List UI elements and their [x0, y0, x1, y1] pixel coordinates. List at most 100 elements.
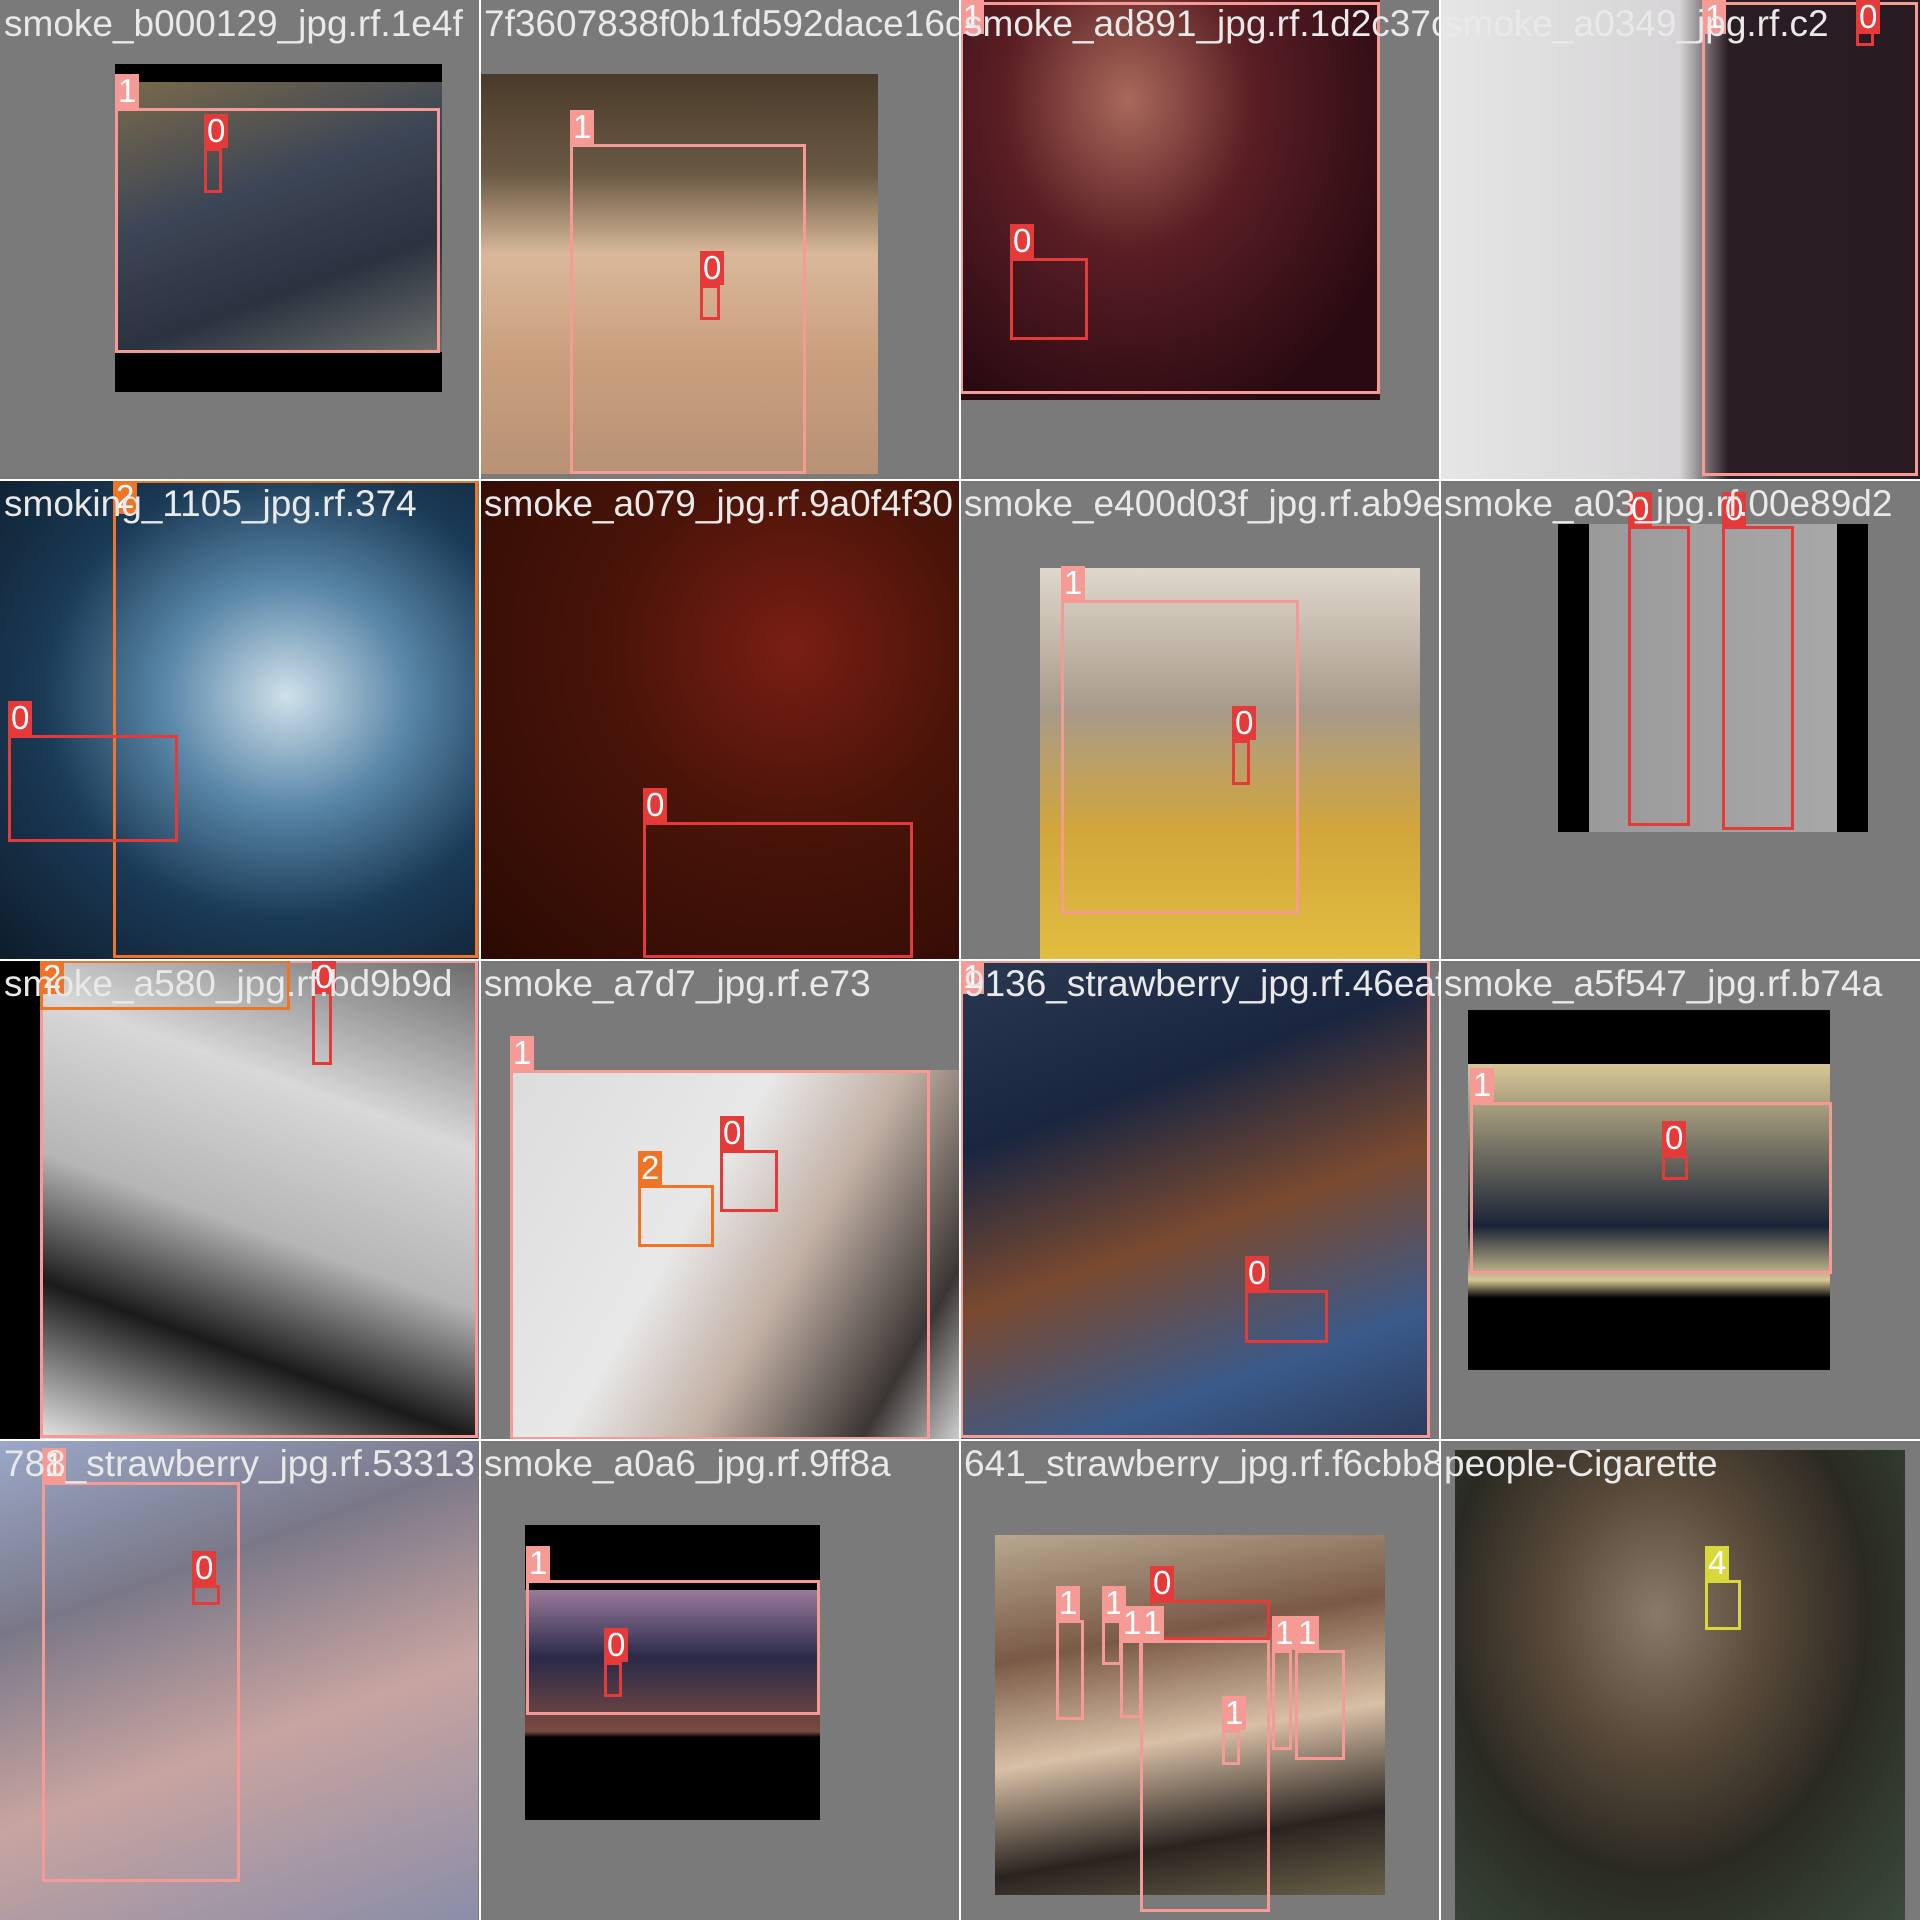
bbox-class-label: 0 [1856, 0, 1881, 34]
bounding-box [1272, 1650, 1292, 1750]
bbox-class-label: 1 [960, 960, 985, 994]
bbox-class-label: 1 [1222, 1696, 1247, 1730]
image-tile: 1 0 smoke_a5f547_jpg.rf.b74a [1440, 960, 1920, 1440]
bounding-box [40, 960, 478, 1438]
bounding-box [570, 144, 806, 474]
bbox-class-label: 1 [1295, 1616, 1320, 1650]
bbox-class-label: 0 [192, 1551, 217, 1585]
bounding-box [1010, 258, 1088, 340]
bbox-class-label: 1 [1061, 566, 1086, 600]
bbox-class-label: 1 [1120, 1606, 1145, 1640]
image-tile: 1 1 1 1 1 1 1 0 641_strawberry_jpg.rf.f6cbb8 [960, 1440, 1440, 1920]
bounding-box [113, 480, 478, 958]
grid-divider [0, 1439, 1920, 1441]
bounding-box [1702, 2, 1918, 476]
tile-filename-caption: smoke_a0a6_jpg.rf.9ff8a [484, 1443, 891, 1484]
bbox-class-label: 0 [1628, 492, 1653, 526]
bounding-box [312, 990, 332, 1065]
bbox-class-label: 1 [115, 74, 140, 108]
tile-photo [40, 960, 478, 1440]
bbox-class-label: 0 [604, 1628, 629, 1662]
bbox-class-label: 0 [312, 960, 337, 994]
bbox-class-label: 1 [1702, 0, 1727, 34]
image-tile: 1 0 9136_strawberry_jpg.rf.46eaf [960, 960, 1440, 1440]
tile-photo [115, 82, 442, 352]
bounding-box [1140, 1640, 1270, 1912]
tile-photo [1040, 568, 1420, 960]
tile-photo [1468, 1010, 1830, 1370]
letterbox-band [115, 64, 442, 82]
grid-divider [0, 959, 1920, 961]
tile-filename-caption: smoke_e400d03f_jpg.rf.ab9e [964, 483, 1440, 524]
image-tile: 1 0 smoke_a0a6_jpg.rf.9ff8a [480, 1440, 960, 1920]
tile-photo [1440, 0, 1920, 480]
bounding-box [1102, 1620, 1122, 1665]
bbox-class-label: 1 [570, 110, 595, 144]
letterbox-band [115, 352, 442, 392]
bounding-box [192, 1585, 220, 1605]
tile-filename-caption: smoke_a03_jpg.rf.00e89d2 [1444, 483, 1893, 524]
bbox-class-label: 4 [1705, 1546, 1730, 1580]
tile-photo [960, 0, 1380, 400]
tile-filename-caption: 641_strawberry_jpg.rf.f6cbb8 [964, 1443, 1440, 1484]
bbox-class-label: 0 [204, 114, 229, 148]
bounding-box [115, 108, 440, 353]
image-tile: 1 0 7f3607838f0b1fd592dace16d6 [480, 0, 960, 480]
bounding-box [1705, 1580, 1741, 1630]
bounding-box [42, 1482, 240, 1882]
image-tile: 1 0 smoke_a0349_jpg.rf.c2 [1440, 0, 1920, 480]
image-tile: 1 0 smoke_b000129_jpg.rf.1e4f [0, 0, 480, 480]
bbox-class-label: 1 [1056, 1586, 1081, 1620]
tile-photo [1558, 524, 1868, 832]
bbox-class-label: 0 [1722, 492, 1747, 526]
bbox-class-label: 1 [960, 0, 985, 34]
tile-photo [480, 480, 960, 960]
bounding-box [1470, 1102, 1832, 1274]
bounding-box [700, 285, 720, 320]
bounding-box [1722, 526, 1794, 830]
bounding-box [720, 1150, 778, 1212]
letterbox-band [0, 960, 40, 1440]
bbox-class-label: 1 [1470, 1068, 1495, 1102]
bounding-box [510, 1070, 930, 1440]
bounding-box [1245, 1290, 1328, 1343]
bounding-box [8, 735, 178, 842]
bbox-class-label: 0 [700, 251, 725, 285]
image-tile: 1 0 smoke_e400d03f_jpg.rf.ab9e [960, 480, 1440, 960]
bbox-class-label: 1 [1272, 1616, 1297, 1650]
bbox-class-label: 2 [40, 960, 65, 994]
bounding-box [1061, 600, 1299, 914]
tile-filename-caption: smoke_a5f547_jpg.rf.b74a [1444, 963, 1883, 1004]
bbox-class-label: 0 [720, 1116, 745, 1150]
bounding-box [526, 1580, 820, 1715]
bounding-box [643, 822, 913, 958]
tile-filename-caption: smoke_b000129_jpg.rf.1e4f [4, 3, 463, 44]
bounding-box [638, 1185, 714, 1247]
bbox-class-label: 2 [638, 1151, 663, 1185]
image-tile: 2 0 smoking_1105_jpg.rf.374 [0, 480, 480, 960]
grid-divider [1439, 0, 1441, 1920]
image-tile: 4 people-Cigarette [1440, 1440, 1920, 1920]
bbox-class-label: 0 [643, 788, 668, 822]
tile-photo [0, 480, 478, 960]
bounding-box [960, 960, 1430, 1438]
bounding-box [1222, 1730, 1240, 1765]
image-tile: 0 0 smoke_a03_jpg.rf.00e89d2 [1440, 480, 1920, 960]
bbox-class-label: 0 [1245, 1256, 1270, 1290]
image-tile: 1 2 0 smoke_a7d7_jpg.rf.e73 [480, 960, 960, 1440]
bbox-class-label: 2 [113, 480, 138, 514]
tile-filename-caption: 7f3607838f0b1fd592dace16d6 [484, 3, 960, 44]
bounding-box [1662, 1155, 1688, 1180]
bbox-class-label: 0 [1150, 1566, 1175, 1600]
bounding-box [1295, 1650, 1345, 1760]
bbox-class-label: 1 [510, 1036, 535, 1070]
bounding-box [1120, 1640, 1142, 1718]
bounding-box [1150, 1600, 1270, 1640]
bbox-class-label: 0 [1010, 224, 1035, 258]
bounding-box [40, 960, 290, 1010]
bounding-box [1056, 1620, 1084, 1720]
image-tile: 1 0 smoke_ad891_jpg.rf.1d2c37c [960, 0, 1440, 480]
bbox-class-label: 1 [42, 1448, 67, 1482]
